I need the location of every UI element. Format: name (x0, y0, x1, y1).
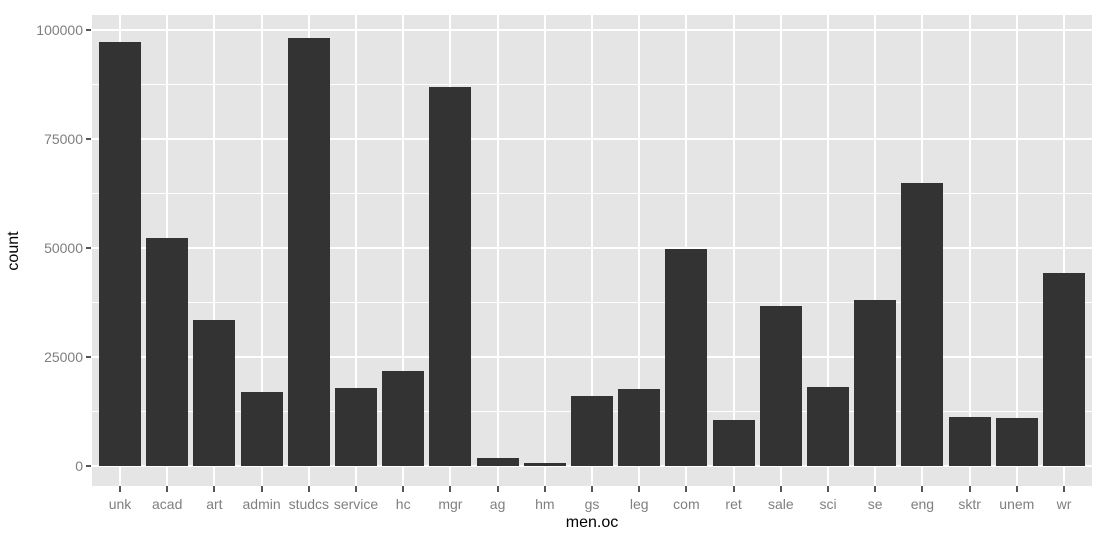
x-tick-mark (260, 486, 263, 492)
x-tick-label: unk (108, 496, 132, 512)
gridline-major-vertical (1015, 15, 1018, 486)
gridline-major-vertical (1063, 15, 1065, 486)
x-tick-mark (307, 486, 310, 492)
bar-ret (712, 419, 755, 466)
bar-leg (618, 388, 661, 466)
x-tick-label: hm (535, 496, 555, 512)
x-tick-mark (213, 486, 216, 492)
x-tick-mark (779, 486, 782, 492)
x-tick-mark (449, 486, 452, 492)
x-tick-mark (543, 486, 546, 492)
x-tick-label: se (867, 496, 883, 512)
y-tick-mark (86, 29, 91, 31)
bar-hm (523, 463, 566, 466)
bar-admin (240, 392, 283, 466)
x-tick-mark (921, 486, 924, 492)
x-tick-mark (1015, 486, 1018, 492)
gridline-major-vertical (638, 15, 641, 486)
gridline-major-vertical (779, 15, 782, 486)
bar-sktr (948, 416, 991, 466)
gridline-major-vertical (496, 15, 499, 486)
x-tick-mark (355, 486, 357, 492)
bar-mgr (429, 86, 472, 466)
x-tick-label: sktr (958, 496, 981, 512)
gridline-major-vertical (402, 15, 405, 486)
x-tick-label: admin (242, 496, 281, 512)
x-tick-mark (496, 486, 499, 492)
bar-sci (807, 387, 849, 466)
gridline-major-vertical (591, 15, 593, 486)
x-tick-mark (119, 486, 121, 492)
gridline-major-vertical (543, 15, 546, 486)
y-tick-label: 75000 (44, 131, 83, 147)
gridline-major-vertical (827, 15, 829, 486)
bar-hc (382, 371, 425, 466)
x-tick-mark (1063, 486, 1065, 492)
x-tick-label: leg (629, 496, 649, 512)
x-tick-label: ret (725, 496, 742, 512)
x-tick-mark (874, 486, 877, 492)
bar-acad (146, 237, 189, 466)
y-tick-label: 50000 (44, 240, 83, 256)
x-tick-mark (591, 486, 593, 492)
x-tick-mark (638, 486, 641, 492)
y-tick-mark (86, 356, 91, 358)
bar-service (335, 388, 377, 466)
x-tick-label: com (673, 496, 700, 512)
bar-sale (759, 306, 802, 466)
bar-art (193, 319, 236, 466)
gridline-major-vertical (968, 15, 971, 486)
x-tick-label: service (333, 496, 379, 512)
x-tick-label: art (206, 496, 223, 512)
x-axis-title: men.oc (565, 514, 619, 531)
x-tick-label: sale (767, 496, 794, 512)
bar-unem (995, 418, 1038, 466)
x-tick-label: unem (999, 496, 1035, 512)
bar-wr (1043, 272, 1085, 466)
gridline-major-vertical (213, 15, 216, 486)
bar-com (665, 248, 708, 466)
x-tick-mark (166, 486, 169, 492)
plot-panel (92, 15, 1092, 486)
x-tick-label: hc (395, 496, 411, 512)
gridline-major-vertical (732, 15, 735, 486)
x-tick-mark (827, 486, 829, 492)
y-tick-mark (86, 247, 91, 249)
bar-ag (476, 458, 519, 466)
x-tick-label: studcs (288, 496, 330, 512)
x-tick-mark (402, 486, 405, 492)
y-tick-label: 0 (75, 458, 83, 474)
bar-studcs (287, 38, 330, 466)
y-tick-label: 100000 (36, 22, 83, 38)
x-tick-label: gs (584, 496, 600, 512)
x-tick-mark (732, 486, 735, 492)
bar-se (854, 299, 897, 466)
gridline-major-vertical (355, 15, 357, 486)
y-tick-mark (86, 465, 91, 467)
x-tick-label: sci (819, 496, 837, 512)
y-tick-label: 25000 (44, 349, 83, 365)
y-tick-mark (86, 138, 91, 140)
x-tick-label: wr (1056, 496, 1072, 512)
x-tick-label: mgr (438, 496, 463, 512)
bar-eng (901, 183, 944, 466)
x-tick-label: ag (489, 496, 506, 512)
x-tick-mark (968, 486, 971, 492)
x-tick-label: eng (910, 496, 935, 512)
x-tick-label: acad (152, 496, 183, 512)
x-tick-mark (685, 486, 688, 492)
bar-unk (99, 42, 141, 466)
bar-gs (571, 396, 613, 466)
gridline-major-vertical (260, 15, 263, 486)
gridline-major-vertical (874, 15, 877, 486)
